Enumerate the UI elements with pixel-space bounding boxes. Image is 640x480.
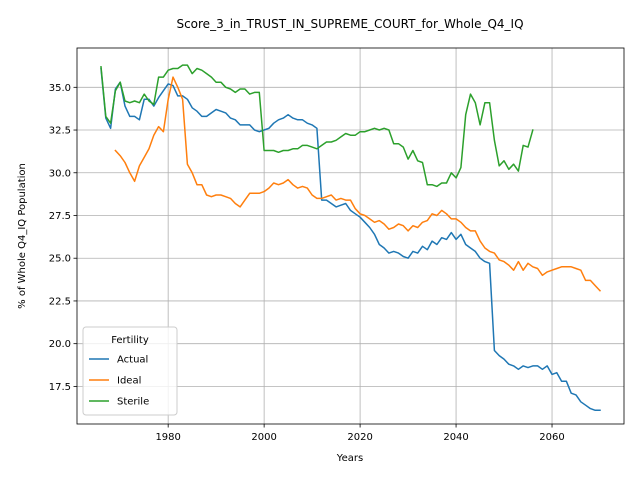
plot-frame xyxy=(76,47,625,425)
y-tick-label: 30.0 xyxy=(49,168,71,179)
y-tick-label: 32.5 xyxy=(49,126,71,137)
y-tick-label: 22.5 xyxy=(49,296,71,307)
series-lines xyxy=(100,64,602,412)
x-axis-label: Years xyxy=(336,453,363,464)
y-axis-ticks: 17.5 20.0 22.5 25.0 27.5 30.0 32.5 35.0 xyxy=(49,83,77,393)
x-axis-ticks: 1980 2000 2020 2040 2060 xyxy=(155,424,565,443)
legend: Fertility Actual Ideal Sterile xyxy=(82,326,178,416)
x-tick-label: 1980 xyxy=(155,432,180,443)
legend-label-ideal: Ideal xyxy=(117,376,141,387)
legend-label-actual: Actual xyxy=(117,355,148,366)
legend-box xyxy=(82,326,178,416)
legend-title: Fertility xyxy=(111,335,149,346)
y-tick-label: 17.5 xyxy=(49,382,71,393)
x-tick-label: 2000 xyxy=(251,432,276,443)
chart-title: Score_3_in_TRUST_IN_SUPREME_COURT_for_Wh… xyxy=(176,17,523,31)
legend-label-sterile: Sterile xyxy=(117,397,149,408)
y-tick-label: 27.5 xyxy=(49,211,71,222)
series-line-ideal xyxy=(114,76,602,292)
y-tick-label: 25.0 xyxy=(49,254,71,265)
x-tick-label: 2020 xyxy=(347,432,372,443)
y-axis-label: % of Whole Q4_IQ Population xyxy=(17,163,28,309)
x-tick-label: 2060 xyxy=(539,432,564,443)
legend-items: Actual Ideal Sterile xyxy=(89,355,149,408)
series-line-actual xyxy=(100,67,601,412)
grid xyxy=(77,48,624,424)
x-tick-label: 2040 xyxy=(443,432,468,443)
series-line-sterile xyxy=(100,64,534,188)
y-tick-label: 20.0 xyxy=(49,339,71,350)
y-tick-label: 35.0 xyxy=(49,83,71,94)
